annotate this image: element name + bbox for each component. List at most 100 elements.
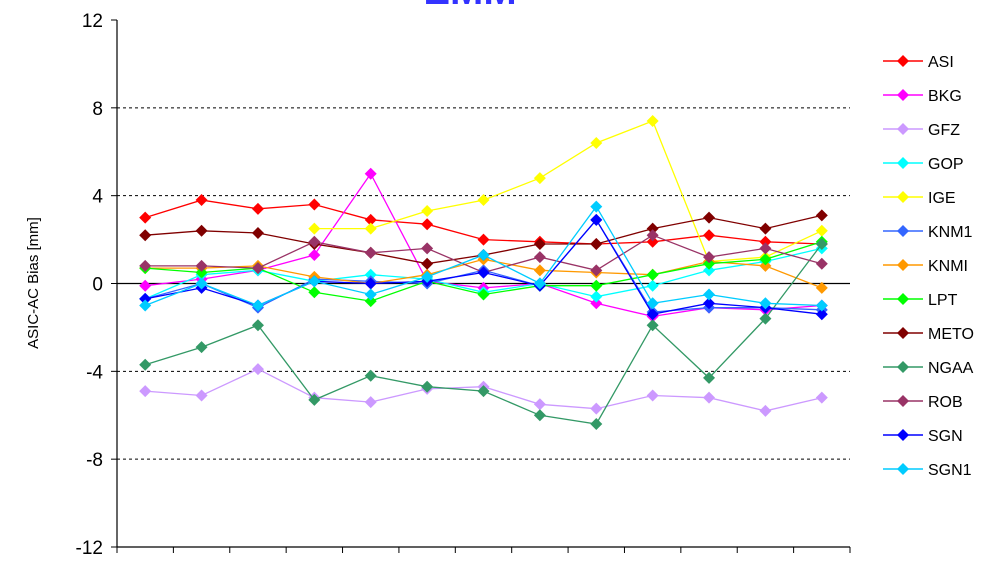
data-point-ige — [533, 172, 546, 185]
data-point-sgn — [139, 292, 152, 305]
legend-label: NGAA — [928, 360, 974, 377]
data-point-asi — [139, 211, 152, 224]
data-point-sgn1 — [815, 299, 828, 312]
data-point-sgn1 — [139, 299, 152, 312]
data-point-sgn — [364, 277, 377, 290]
y-axis-label: ASIC-AC Bias [mm] — [25, 217, 42, 349]
legend-label: GFZ — [928, 122, 960, 139]
legend-swatch-marker — [897, 259, 909, 271]
data-point-rob — [703, 251, 716, 264]
data-point-sgn1 — [308, 275, 321, 288]
data-point-sgn1 — [533, 277, 546, 290]
legend-item-bkg: BKG — [883, 88, 962, 105]
data-point-ngaa — [421, 380, 434, 393]
series-layer — [139, 115, 828, 431]
legend: ASI BKG GFZ GOP IGE KNM1 KNMI LPT METO NGAA ROB SGN… — [883, 54, 974, 479]
data-point-lpt — [195, 266, 208, 279]
data-point-sgn1 — [364, 288, 377, 301]
data-point-meto — [421, 257, 434, 270]
legend-swatch-marker — [897, 327, 909, 339]
data-point-sgn1 — [646, 297, 659, 310]
legend-swatch-marker — [897, 191, 909, 203]
data-point-meto — [646, 222, 659, 235]
data-point-sgn — [477, 266, 490, 279]
data-point-ngaa — [251, 319, 264, 332]
legend-item-gop: GOP — [883, 156, 964, 173]
data-point-ngaa — [139, 358, 152, 371]
legend-label: ASI — [928, 54, 954, 71]
data-point-rob — [590, 264, 603, 277]
data-point-rob — [251, 262, 264, 275]
legend-swatch-marker — [897, 55, 909, 67]
data-point-bkg — [364, 167, 377, 180]
data-point-meto — [195, 224, 208, 237]
legend-item-sgn1: SGN1 — [883, 462, 972, 479]
x-axis — [116, 546, 851, 553]
legend-swatch-marker — [897, 225, 909, 237]
data-point-gop — [590, 290, 603, 303]
data-point-ngaa — [815, 237, 828, 250]
data-point-meto — [815, 209, 828, 222]
data-point-asi — [703, 229, 716, 242]
y-tick-label: -4 — [86, 362, 103, 383]
data-point-sgn1 — [421, 270, 434, 283]
data-point-bkg — [308, 248, 321, 261]
data-point-rob — [195, 259, 208, 272]
data-point-meto — [139, 229, 152, 242]
data-point-asi — [759, 235, 772, 248]
data-point-sgn — [646, 308, 659, 321]
data-point-ige — [364, 222, 377, 235]
data-point-rob — [759, 242, 772, 255]
legend-item-sgn: SGN — [883, 428, 963, 445]
data-point-asi — [364, 213, 377, 226]
data-point-gfz — [139, 385, 152, 398]
data-point-knmi — [759, 259, 772, 272]
data-point-rob — [533, 251, 546, 264]
legend-label: METO — [928, 326, 974, 343]
data-point-rob — [308, 235, 321, 248]
data-point-meto — [759, 222, 772, 235]
data-point-gop — [703, 264, 716, 277]
data-point-ngaa — [308, 393, 321, 406]
data-point-bkg — [139, 279, 152, 292]
legend-swatch-marker — [897, 395, 909, 407]
data-point-gfz — [815, 391, 828, 404]
legend-item-ngaa: NGAA — [883, 360, 974, 377]
legend-item-knm1: KNM1 — [883, 224, 973, 241]
legend-item-rob: ROB — [883, 394, 963, 411]
legend-swatch-marker — [897, 463, 909, 475]
legend-label: KNMI — [928, 258, 968, 275]
data-point-sgn1 — [703, 288, 716, 301]
legend-swatch-marker — [897, 429, 909, 441]
series-line-ige — [314, 120, 823, 263]
data-point-meto — [590, 237, 603, 250]
data-point-rob — [421, 242, 434, 255]
data-point-lpt — [703, 257, 716, 270]
legend-swatch-marker — [897, 89, 909, 101]
y-tick-label: -8 — [86, 450, 103, 471]
data-point-asi — [251, 202, 264, 215]
data-point-asi — [195, 194, 208, 207]
data-point-bkg — [590, 297, 603, 310]
data-point-ngaa — [195, 341, 208, 354]
data-point-ige — [421, 205, 434, 218]
data-point-sgn1 — [477, 248, 490, 261]
data-point-gfz — [646, 389, 659, 402]
legend-item-ige: IGE — [883, 190, 956, 207]
data-point-ige — [646, 115, 659, 128]
data-point-sgn — [590, 213, 603, 226]
data-point-sgn1 — [590, 200, 603, 213]
data-point-lpt — [590, 279, 603, 292]
y-tick-label: 4 — [92, 187, 103, 208]
data-point-ngaa — [364, 369, 377, 382]
y-tick-label: 12 — [82, 11, 103, 32]
y-tick-label: 8 — [92, 99, 103, 120]
legend-item-knmi: KNMI — [883, 258, 968, 275]
data-point-gfz — [195, 389, 208, 402]
data-point-gop — [646, 279, 659, 292]
data-point-gop — [364, 268, 377, 281]
legend-item-meto: METO — [883, 326, 974, 343]
data-point-meto — [703, 211, 716, 224]
data-point-gfz — [703, 391, 716, 404]
